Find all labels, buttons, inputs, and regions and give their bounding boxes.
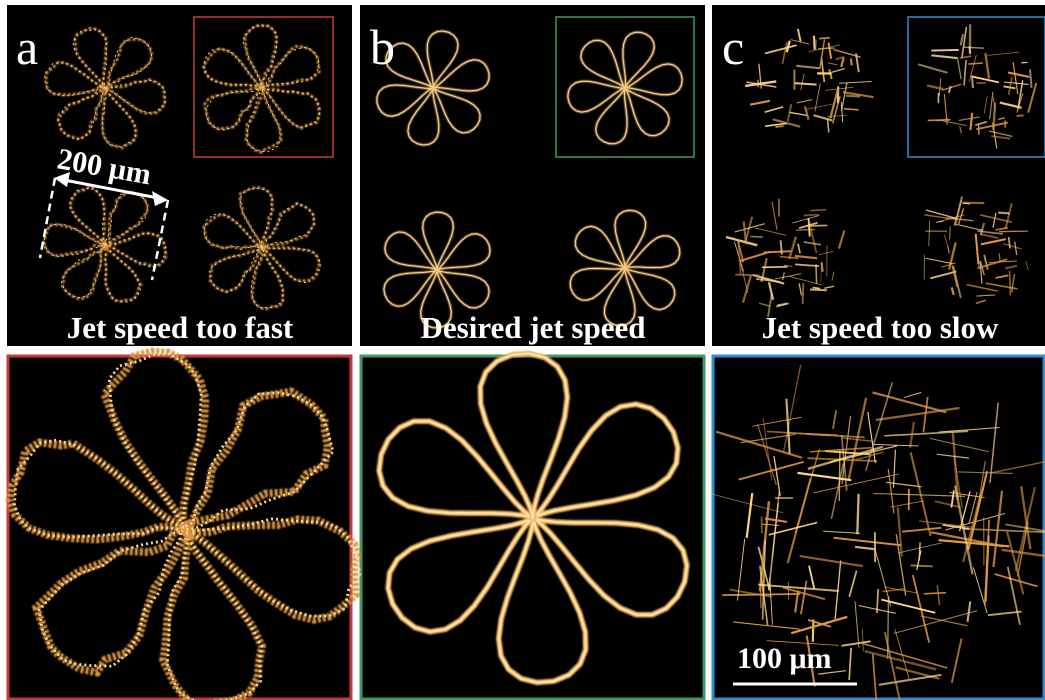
fiber-streak	[810, 210, 826, 211]
fiber-streak	[950, 226, 951, 239]
panel-caption: Jet speed too slow	[762, 310, 999, 345]
fiber-streak	[1017, 115, 1024, 116]
fiber-streak	[804, 215, 819, 216]
fiber-streak	[751, 237, 763, 238]
fiber-streak	[775, 126, 783, 127]
fiber-streak	[814, 36, 815, 50]
panel-b-top	[360, 5, 705, 346]
fiber-streak	[816, 264, 817, 284]
fiber-streak	[1021, 62, 1027, 63]
fiber-streak	[813, 620, 814, 642]
fiber-streak	[735, 275, 759, 276]
fiber-streak	[810, 290, 827, 291]
fiber-streak	[911, 565, 933, 566]
scale-label-bottom: 100 μm	[737, 642, 832, 675]
fiber-streak	[846, 96, 860, 97]
panel-caption: Jet speed too fast	[67, 310, 294, 345]
fiber-streak	[931, 50, 959, 51]
panel-label: c	[722, 19, 744, 75]
fiber-streak	[839, 450, 840, 501]
panel-caption: Desired jet speed	[421, 310, 646, 345]
fiber-streak	[828, 119, 829, 132]
page: {"panels": [ {"label": "a", "caption": "…	[0, 0, 1045, 700]
panel-label: b	[370, 19, 395, 75]
figure: 200 μm 100 μm a b c Jet speed too fast D…	[0, 0, 1045, 700]
fiber-streak	[1010, 271, 1011, 296]
fiber-streak	[924, 593, 946, 594]
panel-label: a	[16, 19, 38, 75]
fiber-streak	[998, 213, 1009, 214]
fiber-streak	[813, 288, 820, 289]
fiber-streak	[803, 283, 804, 304]
fiber-streak	[999, 231, 1028, 232]
fiber-streak	[969, 63, 983, 64]
fiber-streak	[819, 38, 830, 39]
fiber-streak	[851, 59, 852, 66]
fiber-streak	[781, 240, 782, 254]
fiber-streak	[919, 542, 920, 560]
fiber-streak	[857, 494, 858, 535]
fiber-streak	[822, 263, 823, 272]
